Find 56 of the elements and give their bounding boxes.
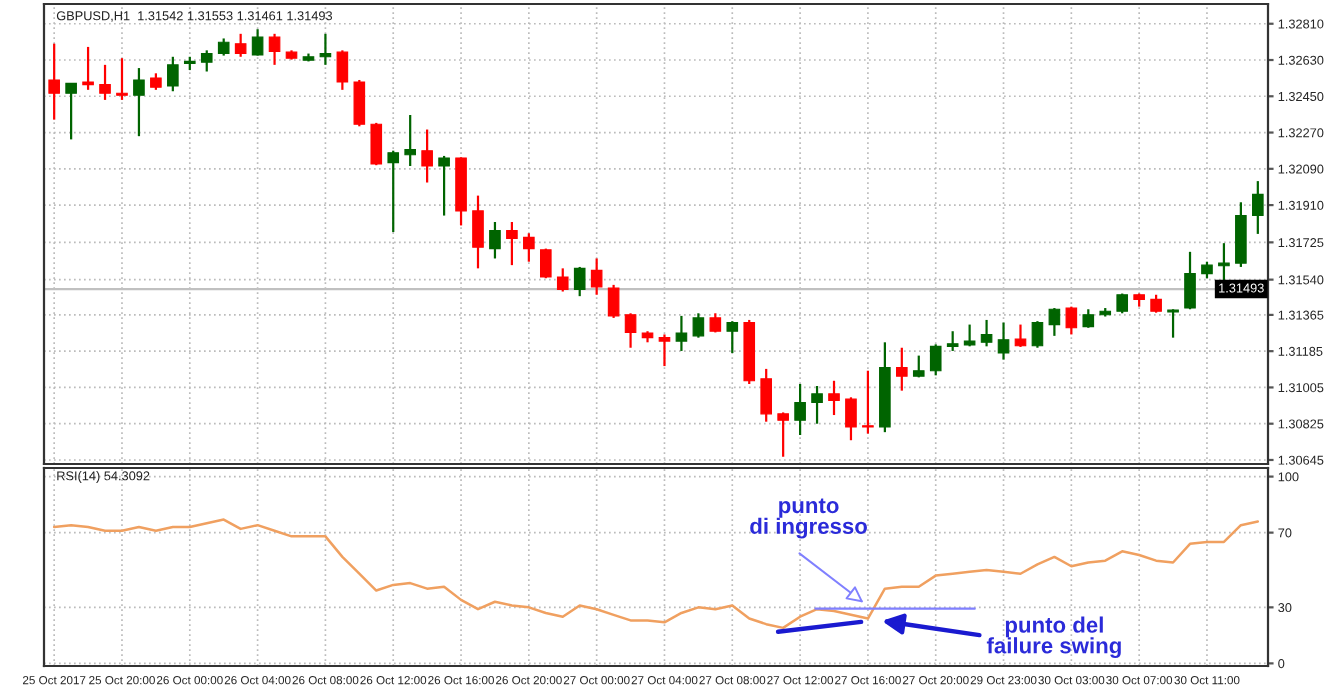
candlestick (489, 220, 501, 260)
candlestick (1048, 306, 1061, 337)
candlestick (573, 265, 586, 298)
candlestick (1014, 323, 1027, 349)
candlestick (1031, 320, 1044, 349)
candlestick (167, 55, 179, 93)
candlestick (65, 82, 77, 141)
candlestick (1184, 250, 1196, 311)
annotation: punto del failure swing (986, 616, 1121, 658)
candlestick (421, 128, 433, 184)
candlestick (556, 267, 569, 293)
candlestick (268, 32, 281, 66)
candlestick (370, 121, 383, 167)
candlestick (200, 49, 213, 73)
candlestick (946, 330, 959, 353)
candlestick (777, 411, 789, 458)
candlestick (845, 396, 857, 442)
candlestick (387, 149, 400, 234)
candlestick (133, 66, 145, 138)
candlestick (726, 320, 739, 355)
candlestick (523, 232, 535, 263)
candlestick (319, 32, 332, 66)
candlestick (234, 32, 247, 58)
candlestick (811, 384, 823, 425)
candlestick (472, 194, 484, 270)
candlestick (438, 154, 450, 217)
candlestick (760, 367, 773, 423)
candlestick (862, 369, 874, 435)
candlestick (353, 78, 366, 128)
candlestick (404, 113, 416, 168)
candlestick (997, 321, 1010, 361)
candlestick (590, 257, 603, 296)
candlestick (336, 49, 349, 91)
candlestick (1252, 180, 1264, 236)
candlestick (1065, 305, 1078, 336)
candlestick (624, 312, 637, 349)
candlestick (828, 379, 840, 417)
candlestick (1235, 201, 1247, 269)
candlestick (675, 314, 688, 353)
candlestick (1167, 308, 1179, 339)
candlestick (980, 318, 993, 348)
candlestick (506, 220, 518, 267)
candlestick (692, 312, 705, 339)
candlestick (99, 63, 111, 102)
annotation: punto di ingresso (750, 498, 867, 539)
candlestick (48, 42, 60, 121)
candlestick (251, 28, 264, 57)
candlestick (658, 333, 671, 368)
candlestick (896, 346, 908, 392)
candlestick (607, 283, 620, 320)
candlestick (116, 57, 128, 102)
candlestick (794, 382, 806, 437)
candlestick (929, 343, 942, 377)
candlestick (1082, 308, 1095, 329)
candlestick (1218, 242, 1230, 283)
candlestick (82, 45, 94, 91)
